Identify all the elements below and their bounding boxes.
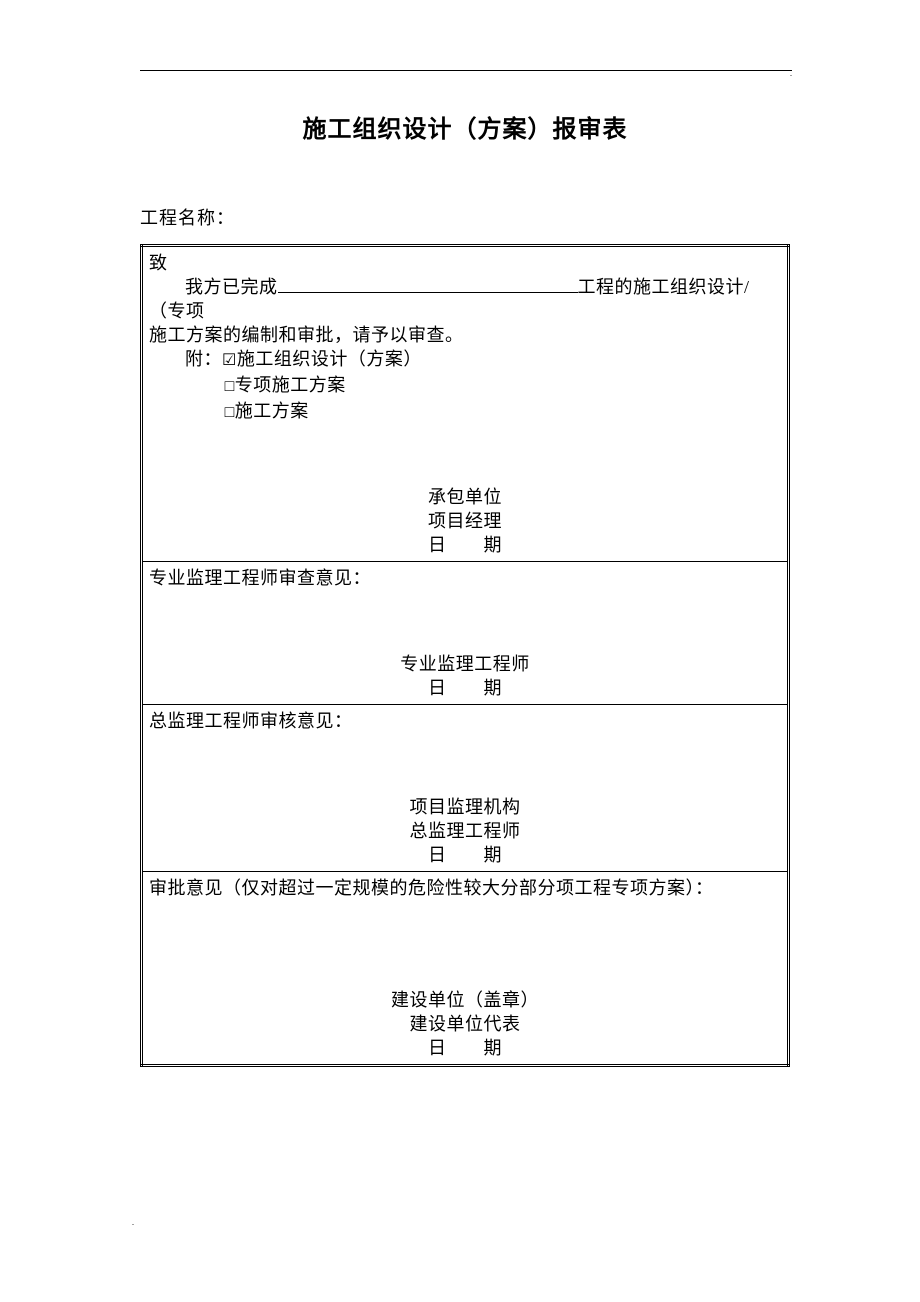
sig-chief-engineer: 总监理工程师 [149, 819, 781, 843]
checkbox-unchecked-icon[interactable]: □ [225, 401, 235, 425]
section2-heading: 专业监理工程师审查意见： [149, 566, 781, 590]
attach-label: 附： [185, 349, 222, 369]
checkbox1-label: 施工组织设计（方案） [237, 349, 422, 369]
project-name-blank[interactable] [278, 275, 578, 293]
project-name-label: 工程名称： [140, 204, 790, 230]
corner-dot-bottom-left: . [132, 1218, 134, 1227]
checkbox2-label: 专项施工方案 [235, 375, 346, 395]
checkbox3-label: 施工方案 [235, 401, 309, 421]
section4-heading: 审批意见（仅对超过一定规模的危险性较大分部分项工程专项方案）： [149, 876, 781, 900]
table-row: 总监理工程师审核意见： 项目监理机构 总监理工程师 日 期 [142, 705, 789, 872]
corner-dot-top-right: . [790, 69, 792, 78]
sig-contractor-unit: 承包单位 [149, 485, 781, 509]
salutation: 致 [149, 253, 168, 273]
sig-project-manager: 项目经理 [149, 509, 781, 533]
sig-date: 日 期 [149, 533, 781, 557]
sig-owner-rep: 建设单位代表 [149, 1012, 781, 1036]
section-specialist-engineer: 专业监理工程师审查意见： 专业监理工程师 日 期 [142, 562, 789, 705]
document-title: 施工组织设计（方案）报审表 [140, 109, 790, 144]
signature-block-owner: 建设单位（盖章） 建设单位代表 日 期 [149, 988, 781, 1060]
table-row: 致 我方已完成工程的施工组织设计/（专项 施工方案的编制和审批，请予以审查。 附… [142, 246, 789, 562]
signature-block-specialist: 专业监理工程师 日 期 [149, 652, 781, 700]
section-applicant: 致 我方已完成工程的施工组织设计/（专项 施工方案的编制和审批，请予以审查。 附… [142, 246, 789, 562]
section-approval: 审批意见（仅对超过一定规模的危险性较大分部分项工程专项方案）： 建设单位（盖章）… [142, 872, 789, 1066]
sig-date: 日 期 [149, 676, 781, 700]
section-chief-engineer: 总监理工程师审核意见： 项目监理机构 总监理工程师 日 期 [142, 705, 789, 872]
checkbox-checked-icon[interactable]: ☑ [222, 349, 237, 373]
sig-date: 日 期 [149, 1036, 781, 1060]
line3: 施工方案的编制和审批，请予以审查。 [149, 325, 464, 345]
checkbox-unchecked-icon[interactable]: □ [225, 375, 235, 399]
sig-date: 日 期 [149, 843, 781, 867]
document-page: . 施工组织设计（方案）报审表 工程名称： 致 我方已完成工程的施工组织设计/（… [0, 0, 920, 1137]
sig-specialist-engineer: 专业监理工程师 [149, 652, 781, 676]
signature-block-chief: 项目监理机构 总监理工程师 日 期 [149, 795, 781, 867]
approval-form-table: 致 我方已完成工程的施工组织设计/（专项 施工方案的编制和审批，请予以审查。 附… [140, 244, 790, 1067]
signature-block-contractor: 承包单位 项目经理 日 期 [149, 485, 781, 557]
table-row: 审批意见（仅对超过一定规模的危险性较大分部分项工程专项方案）： 建设单位（盖章）… [142, 872, 789, 1066]
line2-prefix: 我方已完成 [185, 277, 278, 297]
sig-supervision-org: 项目监理机构 [149, 795, 781, 819]
sig-owner-unit-seal: 建设单位（盖章） [149, 988, 781, 1012]
top-horizontal-rule [140, 70, 792, 71]
section3-heading: 总监理工程师审核意见： [149, 709, 781, 733]
table-row: 专业监理工程师审查意见： 专业监理工程师 日 期 [142, 562, 789, 705]
